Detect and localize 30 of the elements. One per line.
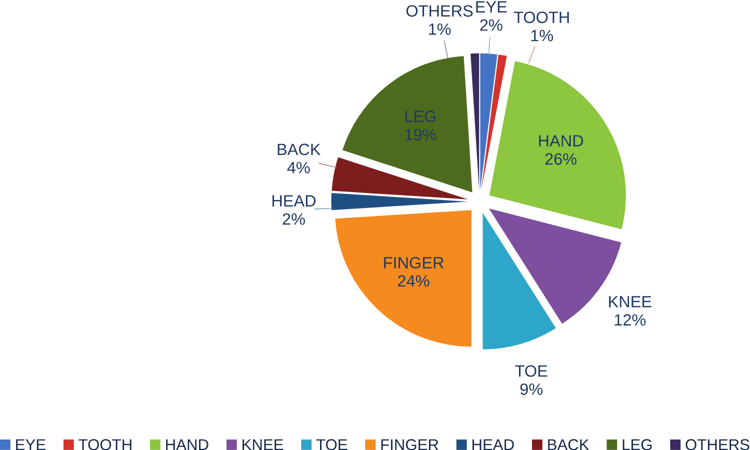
data-label: 2% [282,213,305,225]
slice-label: BACK [278,144,321,156]
slice-label: FINGER [384,256,444,268]
legend-label: KNEE [242,439,284,450]
slice-label: LEG [405,110,436,122]
slice-label: HAND [539,135,584,146]
slice-label: TOE [515,365,548,377]
legend-label: TOE [316,439,348,450]
legend-label: FINGER [381,439,438,450]
legend-label: BACK [548,439,590,450]
data-label: 24% [398,275,430,287]
legend-label: HEAD [472,439,514,450]
data-label: 26% [545,153,576,165]
slice-label: KNEE [609,296,652,308]
data-label: 1% [429,23,451,35]
slice-label: OTHERS [406,5,473,17]
data-label: 9% [520,383,543,395]
data-label: 12% [614,314,646,326]
legend-label: EYE [16,439,46,450]
slice-label: HEAD [272,195,316,206]
data-label: 1% [531,30,553,42]
legend-label: OTHERS [686,439,750,450]
legend-label: LEG [622,439,652,450]
data-label: 2% [480,19,502,31]
data-label: 19% [405,128,436,140]
data-label: 4% [287,162,310,174]
legend-label: TOOTH [78,439,132,450]
legend-label: HAND [166,439,208,450]
slice-label: EYE [476,1,507,12]
slice-label: TOOTH [514,12,569,24]
